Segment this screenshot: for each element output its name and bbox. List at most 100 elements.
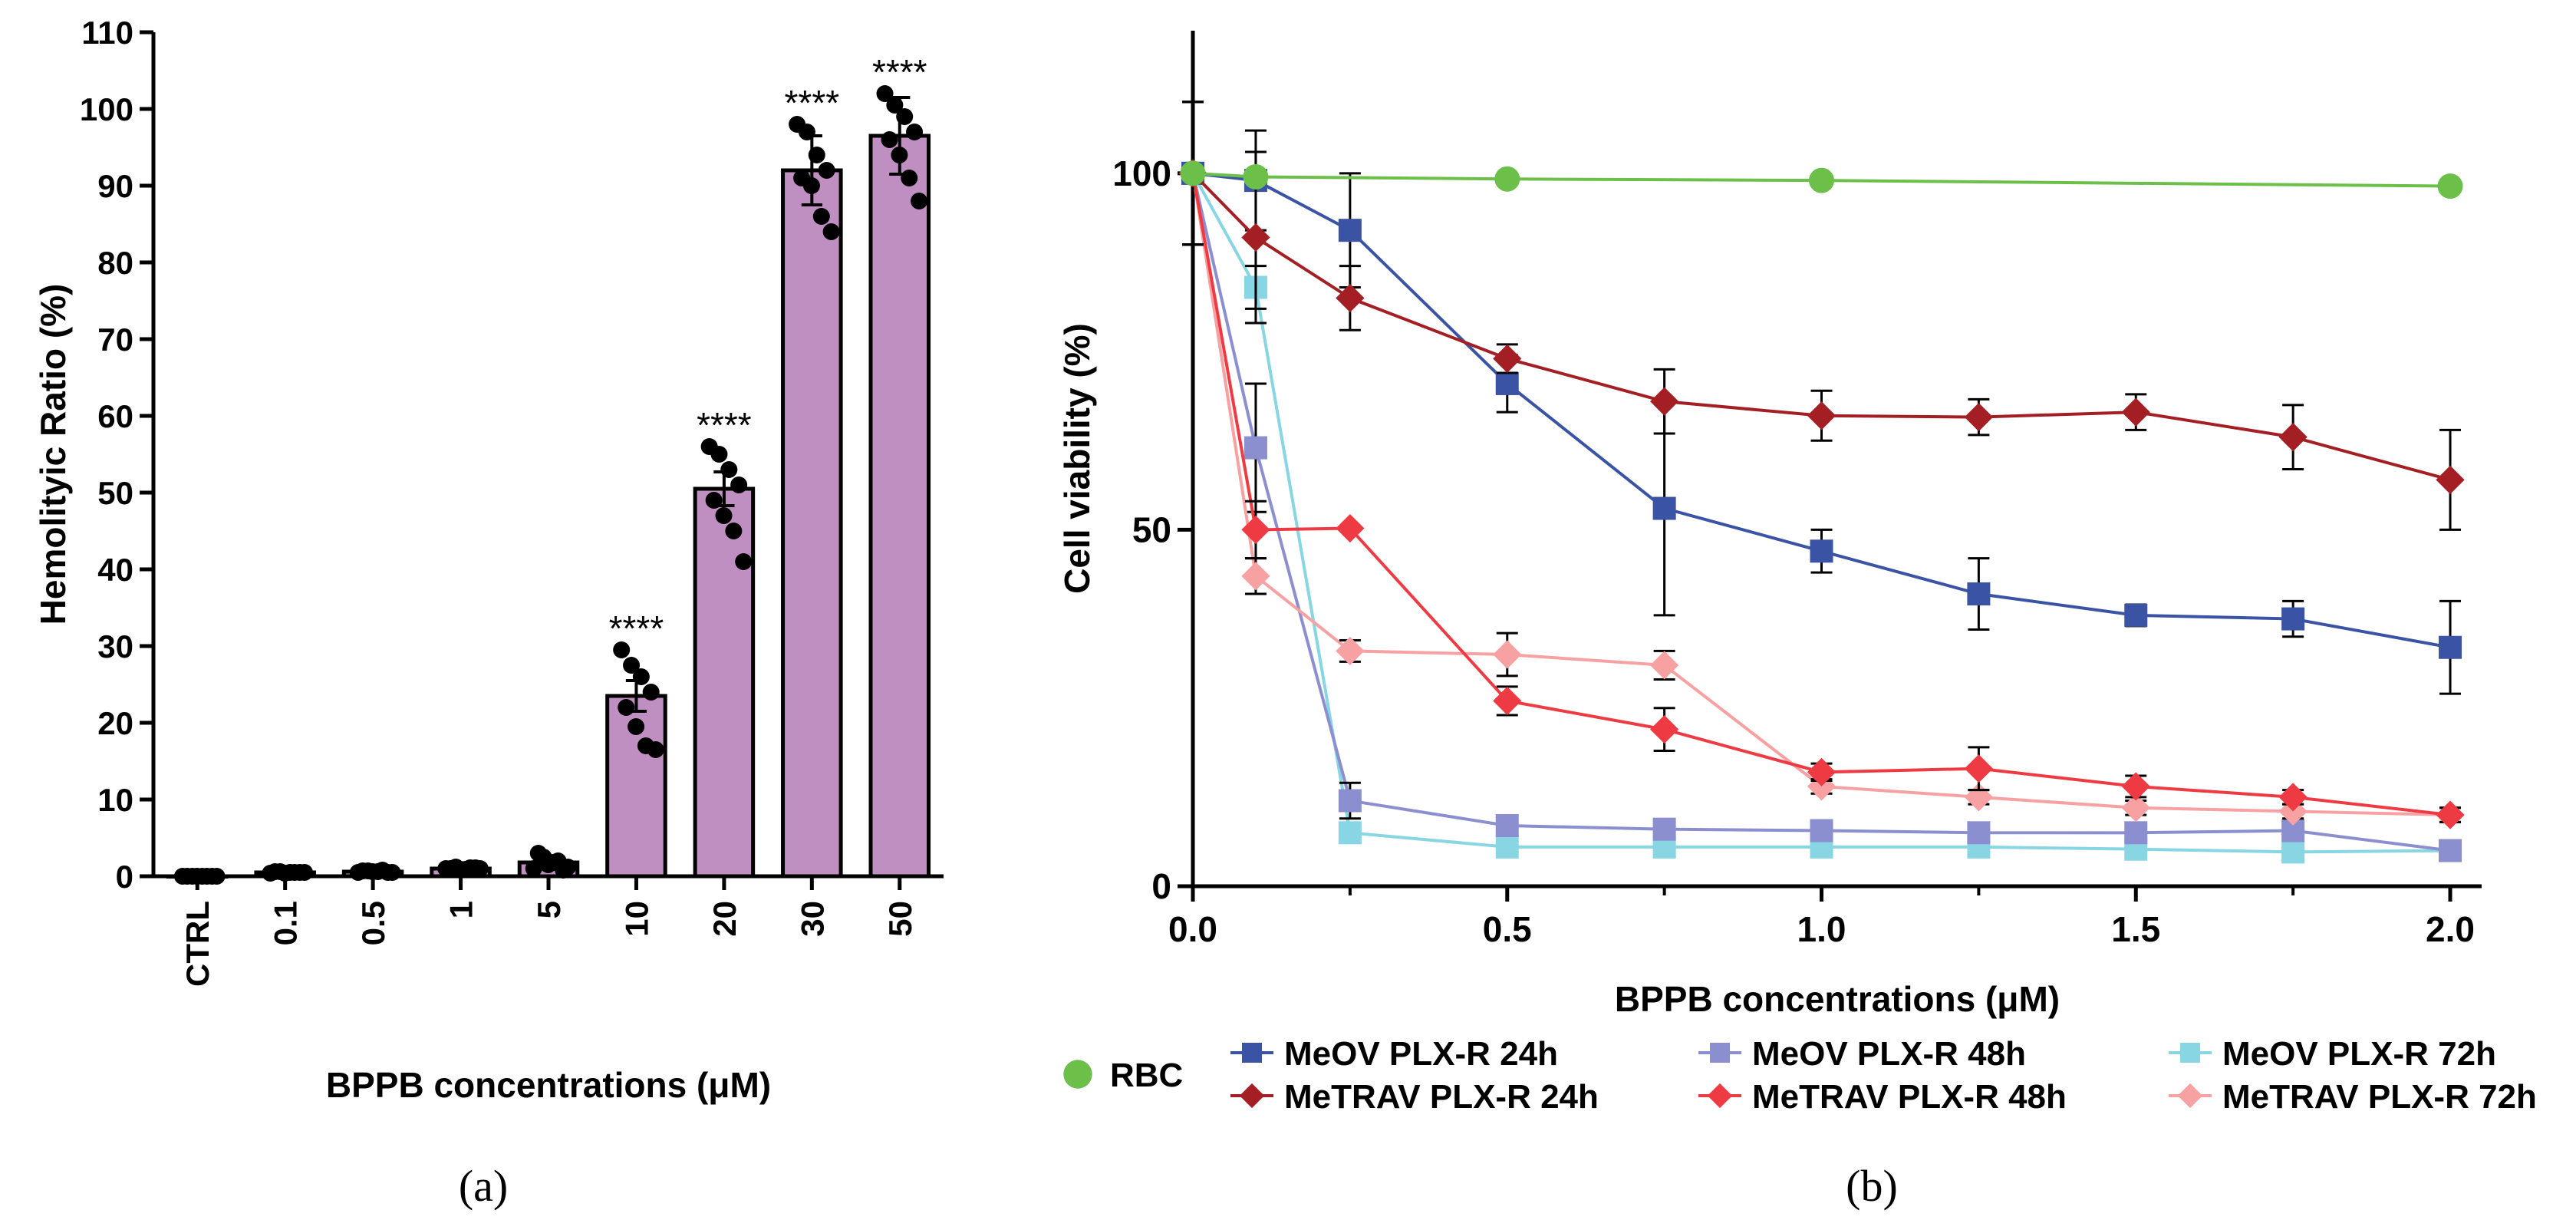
data-point xyxy=(1964,403,1993,432)
x-axis-title: BPPB concentrations (μM) xyxy=(1615,979,2060,1019)
bar xyxy=(868,134,931,879)
data-point xyxy=(1336,636,1365,665)
data-point xyxy=(1809,167,1835,193)
x-tick-label: 0.5 xyxy=(355,901,391,945)
legend-label: RBC xyxy=(1110,1057,1183,1094)
data-point xyxy=(208,868,226,885)
data-point xyxy=(1495,814,1519,838)
y-tick-label: 50 xyxy=(1132,509,1171,549)
y-tick-label: 70 xyxy=(97,321,133,358)
data-point xyxy=(822,223,840,240)
data-point xyxy=(2281,607,2305,631)
series-line xyxy=(1191,172,2451,482)
chart-a: 0 10 20 30 40 50 60 70 80 90 100 110 CTRL 0.1 0.5 1 5 ***… xyxy=(33,15,944,1105)
data-point xyxy=(881,131,898,148)
data-point xyxy=(802,177,820,194)
data-point xyxy=(525,860,542,877)
data-point xyxy=(720,461,738,478)
data-point xyxy=(384,864,401,881)
bar xyxy=(693,486,756,879)
data-point xyxy=(715,507,733,524)
data-point xyxy=(1807,757,1836,786)
data-point xyxy=(1810,819,1833,842)
x-tick-label: 30 xyxy=(794,901,830,937)
significance-label: **** xyxy=(872,52,927,92)
data-point xyxy=(632,668,650,685)
y-axis-title: Cell viability (%) xyxy=(1057,323,1097,594)
data-point xyxy=(2436,800,2465,829)
data-point xyxy=(2436,465,2465,494)
data-point xyxy=(1967,582,1991,606)
data-point xyxy=(1493,344,1522,374)
series-line xyxy=(1191,173,2451,817)
data-point xyxy=(1241,562,1270,591)
series-line xyxy=(1191,173,2451,852)
y-tick-label: 30 xyxy=(97,628,133,664)
data-point xyxy=(1964,754,1993,783)
legend-label: MeTRAV PLX-R 48h xyxy=(1752,1078,2067,1116)
data-point xyxy=(2439,839,2462,862)
data-point xyxy=(735,553,753,570)
x-tick-label: 0.0 xyxy=(1168,909,1217,949)
x-tick-label: 10 xyxy=(618,901,654,937)
x-tick-label: 1.5 xyxy=(2111,909,2160,949)
data-point xyxy=(1650,651,1679,680)
legend-label: MeOV PLX-R 72h xyxy=(2222,1035,2496,1073)
data-point xyxy=(911,193,928,209)
data-point xyxy=(2121,397,2150,427)
data-point xyxy=(1493,686,1522,716)
legend-label: MeTRAV PLX-R 72h xyxy=(2222,1078,2537,1116)
data-point xyxy=(808,147,825,163)
y-tick-label: 10 xyxy=(97,782,133,818)
data-point xyxy=(1967,821,1991,845)
legend-marker xyxy=(1063,1060,1092,1089)
y-tick-label: 100 xyxy=(1112,153,1171,193)
y-tick-label: 100 xyxy=(80,91,133,127)
series-5 xyxy=(1181,101,2462,864)
data-point xyxy=(725,523,743,539)
y-tick-label: 60 xyxy=(97,398,133,434)
data-point xyxy=(2121,772,2150,801)
y-tick-label: 90 xyxy=(97,168,133,204)
data-point xyxy=(710,446,728,463)
y-tick-label: 40 xyxy=(97,552,133,588)
y-tick-label: 50 xyxy=(97,475,133,511)
data-point xyxy=(1338,219,1362,242)
data-point xyxy=(896,108,914,125)
x-tick-label: 5 xyxy=(531,901,567,918)
data-point xyxy=(1650,714,1679,744)
legend-marker xyxy=(2177,1083,2203,1109)
legend-label: MeOV PLX-R 24h xyxy=(1284,1035,1558,1073)
data-point xyxy=(886,97,904,114)
data-point xyxy=(2121,793,2150,823)
data-point xyxy=(1336,513,1365,543)
x-tick-label: CTRL xyxy=(180,901,216,987)
data-point xyxy=(295,864,313,881)
data-point xyxy=(1241,223,1270,252)
data-point xyxy=(1493,640,1522,669)
legend-marker xyxy=(2180,1043,2200,1063)
data-point xyxy=(529,845,547,862)
data-point xyxy=(901,170,918,186)
legend-label: MeOV PLX-R 48h xyxy=(1752,1035,2026,1073)
data-point xyxy=(730,476,748,493)
y-tick-label: 20 xyxy=(97,705,133,741)
legend-marker xyxy=(1707,1083,1733,1109)
x-tick-label: 2.0 xyxy=(2426,909,2475,949)
data-point xyxy=(1338,789,1362,813)
data-point xyxy=(812,208,830,225)
data-point xyxy=(2278,783,2308,812)
significance-label: **** xyxy=(609,608,664,648)
data-point xyxy=(1243,163,1269,190)
series-6 xyxy=(1178,101,2465,829)
data-point xyxy=(2437,173,2463,199)
legend-marker xyxy=(1242,1043,1262,1063)
data-point xyxy=(559,859,577,875)
data-point xyxy=(1336,283,1365,313)
x-tick-label: 1.0 xyxy=(1797,909,1846,949)
series-line xyxy=(1191,172,2451,854)
data-point xyxy=(1652,496,1676,520)
data-point xyxy=(876,85,894,102)
bar xyxy=(781,168,843,879)
